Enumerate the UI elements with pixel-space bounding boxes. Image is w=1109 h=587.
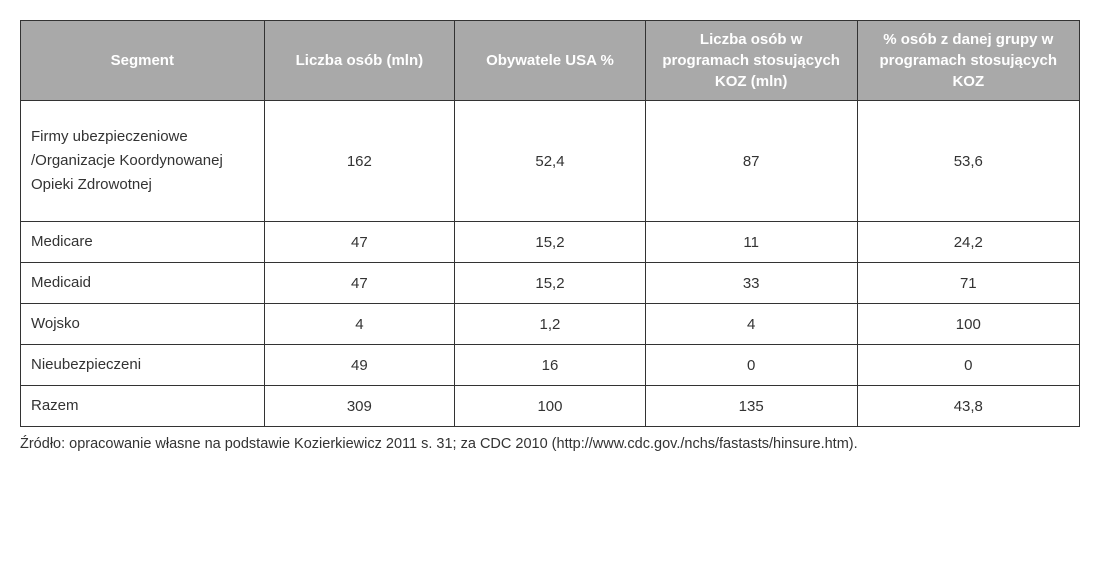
col-header-koz-mln: Liczba osób w programach stosujących KOZ… bbox=[645, 21, 857, 101]
table-row: Wojsko 4 1,2 4 100 bbox=[21, 304, 1080, 345]
source-note: Źródło: opracowanie własne na podstawie … bbox=[20, 433, 1080, 456]
cell-liczba-osob: 47 bbox=[264, 222, 455, 263]
table-header-row: Segment Liczba osób (mln) Obywatele USA … bbox=[21, 21, 1080, 101]
table-row: Nieubezpieczeni 49 16 0 0 bbox=[21, 345, 1080, 386]
col-header-liczba-osob: Liczba osób (mln) bbox=[264, 21, 455, 101]
cell-segment: Wojsko bbox=[21, 304, 265, 345]
table-row: Medicare 47 15,2 11 24,2 bbox=[21, 222, 1080, 263]
cell-liczba-osob: 162 bbox=[264, 101, 455, 222]
cell-koz-mln: 11 bbox=[645, 222, 857, 263]
cell-koz-pct: 0 bbox=[857, 345, 1079, 386]
cell-segment: Medicare bbox=[21, 222, 265, 263]
cell-segment: Medicaid bbox=[21, 263, 265, 304]
cell-liczba-osob: 4 bbox=[264, 304, 455, 345]
cell-obywatele-usa: 52,4 bbox=[455, 101, 646, 222]
table-body: Firmy ubezpieczeniowe /Organizacje Koord… bbox=[21, 101, 1080, 427]
cell-koz-mln: 4 bbox=[645, 304, 857, 345]
cell-koz-pct: 43,8 bbox=[857, 386, 1079, 427]
cell-segment: Nieubezpieczeni bbox=[21, 345, 265, 386]
cell-koz-pct: 100 bbox=[857, 304, 1079, 345]
table-row: Razem 309 100 135 43,8 bbox=[21, 386, 1080, 427]
cell-segment: Razem bbox=[21, 386, 265, 427]
col-header-koz-pct: % osób z danej grupy w programach stosuj… bbox=[857, 21, 1079, 101]
col-header-segment: Segment bbox=[21, 21, 265, 101]
cell-obywatele-usa: 1,2 bbox=[455, 304, 646, 345]
cell-liczba-osob: 49 bbox=[264, 345, 455, 386]
cell-liczba-osob: 309 bbox=[264, 386, 455, 427]
cell-koz-pct: 24,2 bbox=[857, 222, 1079, 263]
cell-obywatele-usa: 15,2 bbox=[455, 263, 646, 304]
cell-obywatele-usa: 15,2 bbox=[455, 222, 646, 263]
table-row: Medicaid 47 15,2 33 71 bbox=[21, 263, 1080, 304]
cell-liczba-osob: 47 bbox=[264, 263, 455, 304]
cell-koz-mln: 0 bbox=[645, 345, 857, 386]
cell-koz-mln: 135 bbox=[645, 386, 857, 427]
cell-obywatele-usa: 100 bbox=[455, 386, 646, 427]
table-container: Segment Liczba osób (mln) Obywatele USA … bbox=[20, 20, 1080, 456]
cell-koz-mln: 87 bbox=[645, 101, 857, 222]
cell-segment: Firmy ubezpieczeniowe /Organizacje Koord… bbox=[21, 101, 265, 222]
table-row: Firmy ubezpieczeniowe /Organizacje Koord… bbox=[21, 101, 1080, 222]
cell-koz-pct: 53,6 bbox=[857, 101, 1079, 222]
cell-koz-mln: 33 bbox=[645, 263, 857, 304]
data-table: Segment Liczba osób (mln) Obywatele USA … bbox=[20, 20, 1080, 427]
cell-obywatele-usa: 16 bbox=[455, 345, 646, 386]
col-header-obywatele-usa: Obywatele USA % bbox=[455, 21, 646, 101]
cell-koz-pct: 71 bbox=[857, 263, 1079, 304]
